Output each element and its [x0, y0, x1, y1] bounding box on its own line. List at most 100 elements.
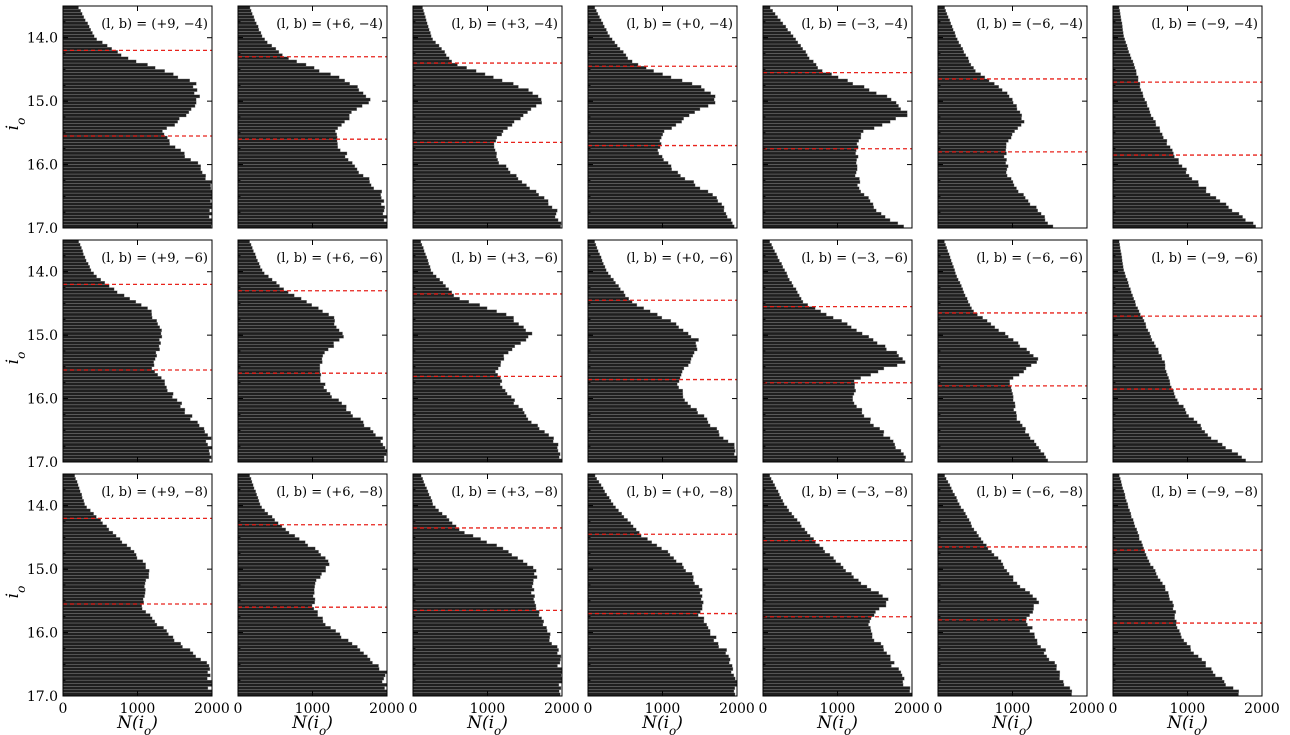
histogram-bar	[63, 524, 107, 529]
panel-label: (l, b) = (+0, −8)	[626, 485, 733, 500]
histogram-bar	[588, 116, 684, 121]
histogram-bar	[63, 104, 196, 108]
histogram-bar	[413, 366, 499, 371]
histogram-bar	[938, 258, 952, 263]
histogram-bar	[413, 258, 429, 263]
histogram-bar	[1113, 480, 1122, 484]
histogram-bar	[63, 641, 182, 646]
histogram-bar	[413, 483, 426, 487]
histogram-bar	[938, 202, 1031, 206]
histogram-bar	[763, 499, 784, 503]
histogram-bar	[63, 119, 178, 124]
histogram-bar	[588, 12, 599, 16]
histogram-bar	[413, 81, 514, 86]
histogram-bar	[588, 515, 625, 519]
histogram-bar	[763, 126, 875, 130]
histogram-bar	[63, 679, 212, 684]
histogram-bar	[938, 373, 1020, 377]
histogram-bar	[588, 385, 679, 390]
histogram-bars	[1113, 474, 1240, 696]
histogram-bar	[938, 360, 1037, 364]
histogram-bar	[1113, 161, 1180, 165]
histogram-bar	[1113, 189, 1207, 194]
histogram-bar	[1113, 511, 1132, 516]
histogram-bar	[938, 123, 1022, 127]
histogram-bar	[413, 543, 497, 548]
histogram-bar	[1113, 341, 1155, 345]
histogram-bar	[63, 363, 155, 368]
histogram-bar	[588, 524, 634, 529]
histogram-bar	[413, 549, 509, 554]
histogram-bar	[763, 445, 896, 450]
histogram-bar	[413, 442, 559, 447]
histogram-bar	[413, 489, 429, 494]
histogram-bar	[238, 392, 331, 396]
histogram-bar	[413, 262, 429, 266]
histogram-bar	[938, 69, 976, 73]
histogram-bar	[63, 379, 165, 383]
x-axis-title: N(io)	[466, 713, 508, 735]
histogram-bar	[1113, 319, 1145, 323]
histogram-bar	[238, 401, 343, 406]
y-tick-label: 15.0	[27, 328, 58, 344]
histogram-bar	[763, 177, 860, 181]
histogram-bar	[938, 293, 966, 298]
histogram-bar	[413, 322, 519, 326]
histogram-bar	[413, 619, 544, 624]
histogram-bar	[413, 568, 537, 573]
histogram-bar	[63, 401, 183, 406]
histogram-bar	[63, 629, 167, 633]
histogram-bar	[1113, 423, 1201, 428]
histogram-bar	[588, 357, 692, 361]
histogram-bar	[413, 161, 500, 165]
histogram-bar	[1113, 689, 1240, 694]
histogram-bar	[763, 486, 777, 491]
histogram-bar	[763, 511, 792, 516]
histogram-bar	[238, 334, 344, 339]
histogram-bar	[1113, 648, 1192, 652]
histogram-bar	[588, 94, 716, 99]
histogram-bar	[413, 113, 524, 118]
histogram-bar	[938, 524, 972, 529]
histogram-bars	[413, 6, 562, 228]
histogram-bar	[63, 322, 158, 326]
histogram-bar	[63, 635, 174, 640]
histogram-bar	[588, 670, 732, 674]
histogram-bar	[588, 651, 726, 655]
histogram-bar	[413, 249, 425, 253]
histogram-bar	[938, 192, 1024, 197]
histogram-bar	[938, 85, 999, 89]
histogram-bar	[588, 382, 678, 387]
histogram-bar	[763, 328, 857, 333]
histogram-bar	[413, 452, 561, 456]
histogram-bar	[588, 455, 737, 460]
histogram-bar	[1113, 572, 1157, 576]
histogram-bar	[238, 600, 315, 605]
histogram-bar	[588, 436, 724, 440]
histogram-bar	[413, 641, 552, 646]
histogram-bar	[763, 265, 784, 269]
histogram-bar	[588, 132, 663, 137]
histogram-bar	[238, 496, 259, 500]
histogram-bar	[413, 215, 556, 219]
histogram-bar	[763, 284, 794, 288]
histogram-bar	[63, 75, 179, 80]
histogram-bar	[63, 664, 210, 668]
histogram-bar	[1113, 116, 1154, 121]
histogram-bar	[63, 296, 131, 301]
histogram-bar	[238, 205, 385, 210]
histogram-bar	[938, 641, 1038, 646]
histogram-bar	[938, 119, 1025, 124]
histogram-bar	[1113, 676, 1223, 681]
histogram-bar	[63, 518, 101, 522]
histogram-bar	[1113, 616, 1175, 621]
histogram-bar	[938, 388, 1012, 393]
histogram-bar	[763, 480, 774, 484]
histogram-bar	[63, 85, 194, 89]
histogram-bar	[763, 66, 818, 70]
histogram-bar	[63, 211, 212, 216]
histogram-bar	[413, 411, 525, 415]
histogram-bar	[588, 626, 709, 630]
histogram-bar	[63, 499, 85, 503]
